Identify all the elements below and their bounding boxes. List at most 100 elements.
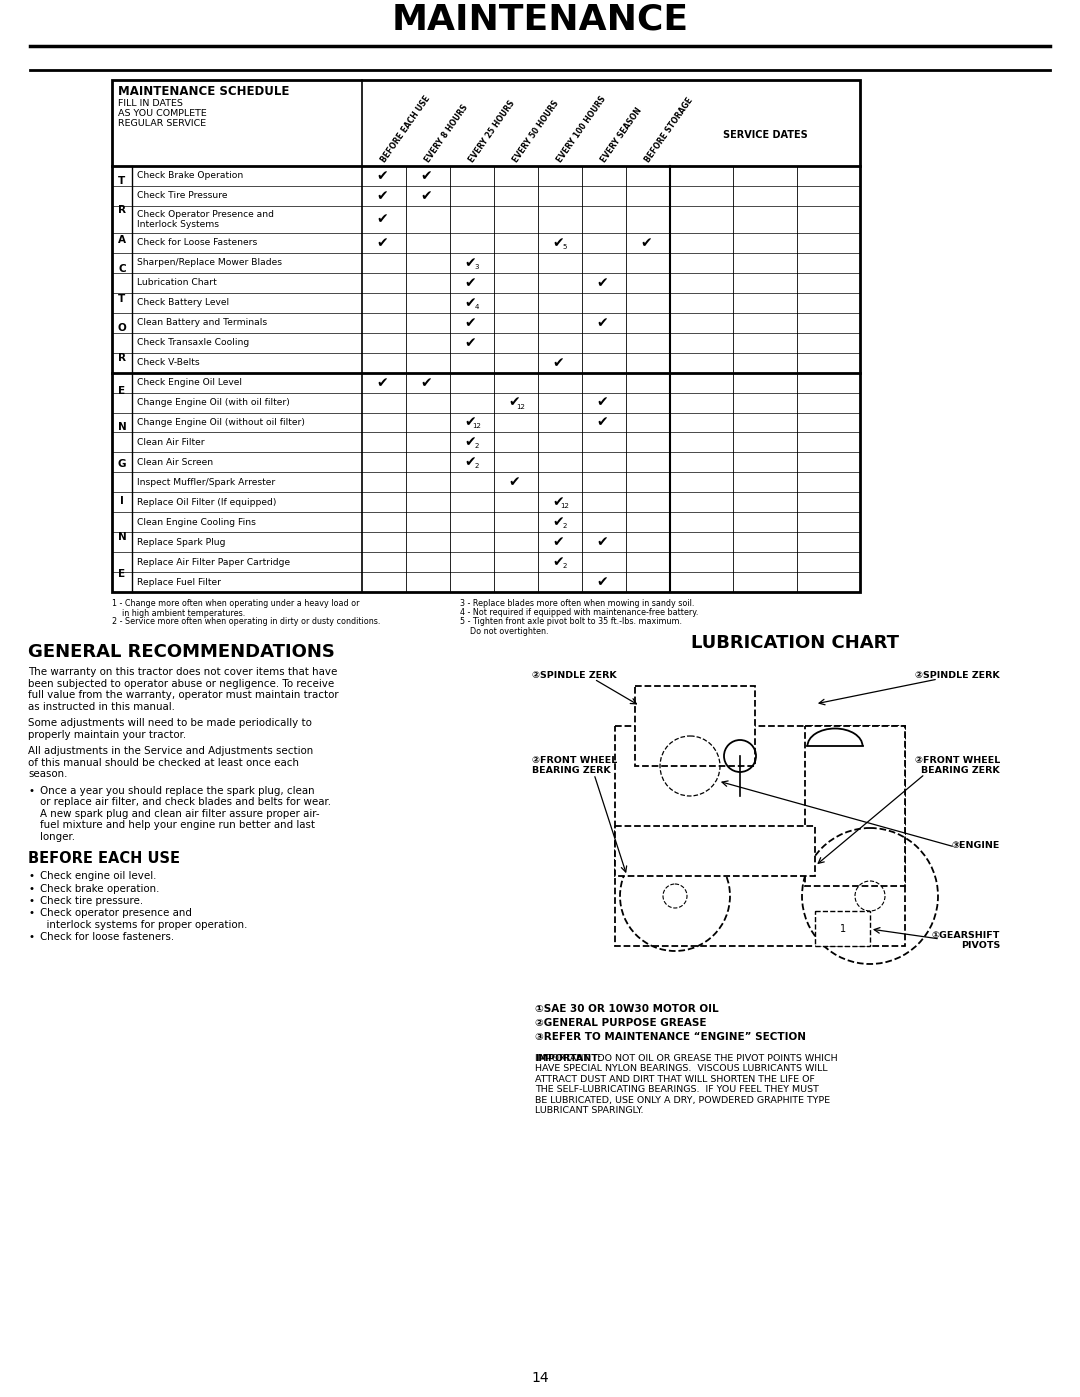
Text: 12: 12 (561, 503, 569, 510)
Text: IMPORTANT:: IMPORTANT: (535, 1053, 602, 1063)
Text: ✔: ✔ (464, 275, 476, 289)
Text: 1: 1 (840, 923, 846, 935)
Text: 14: 14 (531, 1370, 549, 1384)
Text: •: • (28, 870, 33, 882)
Text: EVERY 25 HOURS: EVERY 25 HOURS (468, 99, 517, 163)
Bar (112, 80, 860, 592)
Text: Check for loose fasteners.: Check for loose fasteners. (40, 933, 174, 943)
Text: ✔: ✔ (376, 376, 388, 390)
Text: ①GEARSHIFT
PIVOTS: ①GEARSHIFT PIVOTS (932, 930, 1000, 950)
Text: Check operator presence and
  interlock systems for proper operation.: Check operator presence and interlock sy… (40, 908, 247, 930)
Text: Clean Battery and Terminals: Clean Battery and Terminals (137, 319, 267, 327)
Text: Change Engine Oil (without oil filter): Change Engine Oil (without oil filter) (137, 418, 305, 427)
Text: ②SPINDLE ZERK: ②SPINDLE ZERK (532, 671, 617, 680)
Text: BEFORE EACH USE: BEFORE EACH USE (380, 94, 432, 163)
Text: Check tire pressure.: Check tire pressure. (40, 895, 144, 907)
Text: •: • (28, 908, 33, 918)
Text: 3: 3 (475, 264, 480, 270)
Text: ③ENGINE: ③ENGINE (951, 841, 1000, 849)
Text: ③REFER TO MAINTENANCE “ENGINE” SECTION: ③REFER TO MAINTENANCE “ENGINE” SECTION (535, 1032, 806, 1042)
Text: AS YOU COMPLETE: AS YOU COMPLETE (118, 109, 206, 117)
Bar (805, 726, 905, 886)
Text: BEFORE STORAGE: BEFORE STORAGE (644, 96, 696, 163)
Text: ✔: ✔ (464, 455, 476, 469)
Text: Lubrication Chart: Lubrication Chart (137, 278, 217, 288)
Text: MAINTENANCE: MAINTENANCE (391, 3, 689, 36)
Text: T: T (119, 176, 125, 186)
Text: E: E (119, 569, 125, 578)
Text: ✔: ✔ (376, 236, 388, 250)
Text: ✔: ✔ (376, 212, 388, 226)
Text: Check for Loose Fasteners: Check for Loose Fasteners (137, 239, 257, 247)
Text: O: O (118, 323, 126, 334)
Text: FILL IN DATES: FILL IN DATES (118, 99, 183, 108)
Text: ✔: ✔ (596, 395, 608, 409)
Text: E: E (119, 386, 125, 395)
Text: MAINTENANCE SCHEDULE: MAINTENANCE SCHEDULE (118, 85, 289, 98)
Text: ✔: ✔ (596, 576, 608, 590)
Text: Check Brake Operation: Check Brake Operation (137, 172, 243, 180)
Text: Check V-Belts: Check V-Belts (137, 358, 200, 367)
Text: ②GENERAL PURPOSE GREASE: ②GENERAL PURPOSE GREASE (535, 1018, 706, 1028)
Text: 4 - Not required if equipped with maintenance-free battery.: 4 - Not required if equipped with mainte… (460, 608, 699, 617)
Text: 12: 12 (473, 423, 482, 429)
Text: 5 - Tighten front axle pivot bolt to 35 ft.-lbs. maximum.
    Do not overtighten: 5 - Tighten front axle pivot bolt to 35 … (460, 617, 681, 637)
Text: T: T (119, 293, 125, 303)
Text: N: N (118, 532, 126, 542)
Text: Some adjustments will need to be made periodically to
properly maintain your tra: Some adjustments will need to be made pe… (28, 718, 312, 739)
Text: ✔: ✔ (596, 415, 608, 429)
Text: EVERY 100 HOURS: EVERY 100 HOURS (555, 95, 608, 163)
Text: SERVICE DATES: SERVICE DATES (723, 130, 808, 140)
Text: ✔: ✔ (464, 436, 476, 450)
Text: ✔: ✔ (596, 535, 608, 549)
Text: ②FRONT WHEEL
BEARING ZERK: ②FRONT WHEEL BEARING ZERK (532, 756, 618, 775)
Text: 4: 4 (475, 303, 480, 310)
Bar (615, 826, 815, 876)
Bar (815, 911, 870, 946)
Text: Sharpen/Replace Mower Blades: Sharpen/Replace Mower Blades (137, 258, 282, 267)
Text: ✔: ✔ (464, 335, 476, 349)
Text: I: I (120, 496, 124, 506)
Text: ✔: ✔ (464, 316, 476, 330)
Text: The warranty on this tractor does not cover items that have
been subjected to op: The warranty on this tractor does not co… (28, 666, 339, 712)
Text: Once a year you should replace the spark plug, clean
or replace air filter, and : Once a year you should replace the spark… (40, 785, 330, 842)
Text: Check Tire Pressure: Check Tire Pressure (137, 191, 228, 200)
Text: ✔: ✔ (552, 535, 564, 549)
Text: •: • (28, 785, 33, 795)
Text: ✔: ✔ (376, 189, 388, 203)
Text: ✔: ✔ (596, 275, 608, 289)
Text: ✔: ✔ (376, 169, 388, 183)
Text: C: C (118, 264, 125, 274)
Text: 2: 2 (475, 443, 480, 450)
Text: ✔: ✔ (552, 236, 564, 250)
Text: ✔: ✔ (420, 189, 432, 203)
Text: IMPORTANT:  DO NOT OIL OR GREASE THE PIVOT POINTS WHICH
HAVE SPECIAL NYLON BEARI: IMPORTANT: DO NOT OIL OR GREASE THE PIVO… (535, 1053, 838, 1115)
Text: REGULAR SERVICE: REGULAR SERVICE (118, 119, 206, 129)
Text: ✔: ✔ (420, 169, 432, 183)
Text: GENERAL RECOMMENDATIONS: GENERAL RECOMMENDATIONS (28, 643, 335, 661)
Text: Clean Engine Cooling Fins: Clean Engine Cooling Fins (137, 518, 256, 527)
Text: ✔: ✔ (552, 496, 564, 510)
Text: Check Operator Presence and
Interlock Systems: Check Operator Presence and Interlock Sy… (137, 210, 274, 229)
Text: ✔: ✔ (596, 316, 608, 330)
Text: ✔: ✔ (420, 376, 432, 390)
Text: R: R (118, 205, 126, 215)
Text: ✔: ✔ (552, 555, 564, 569)
Text: 2: 2 (475, 464, 480, 469)
Text: 2: 2 (563, 524, 567, 529)
Text: Clean Air Filter: Clean Air Filter (137, 437, 204, 447)
Text: ✔: ✔ (509, 395, 519, 409)
Text: ②SPINDLE ZERK: ②SPINDLE ZERK (916, 671, 1000, 680)
Text: Replace Spark Plug: Replace Spark Plug (137, 538, 226, 546)
Text: 3 - Replace blades more often when mowing in sandy soil.: 3 - Replace blades more often when mowin… (460, 599, 694, 608)
Text: R: R (118, 353, 126, 363)
Text: Inspect Muffler/Spark Arrester: Inspect Muffler/Spark Arrester (137, 478, 275, 486)
Text: 5: 5 (563, 244, 567, 250)
Bar (615, 726, 905, 946)
Text: BEFORE EACH USE: BEFORE EACH USE (28, 851, 180, 866)
Text: Check brake operation.: Check brake operation. (40, 883, 160, 894)
Text: A: A (118, 235, 126, 244)
Text: ✔: ✔ (640, 236, 652, 250)
Text: EVERY 8 HOURS: EVERY 8 HOURS (423, 103, 470, 163)
Text: 2: 2 (563, 563, 567, 569)
